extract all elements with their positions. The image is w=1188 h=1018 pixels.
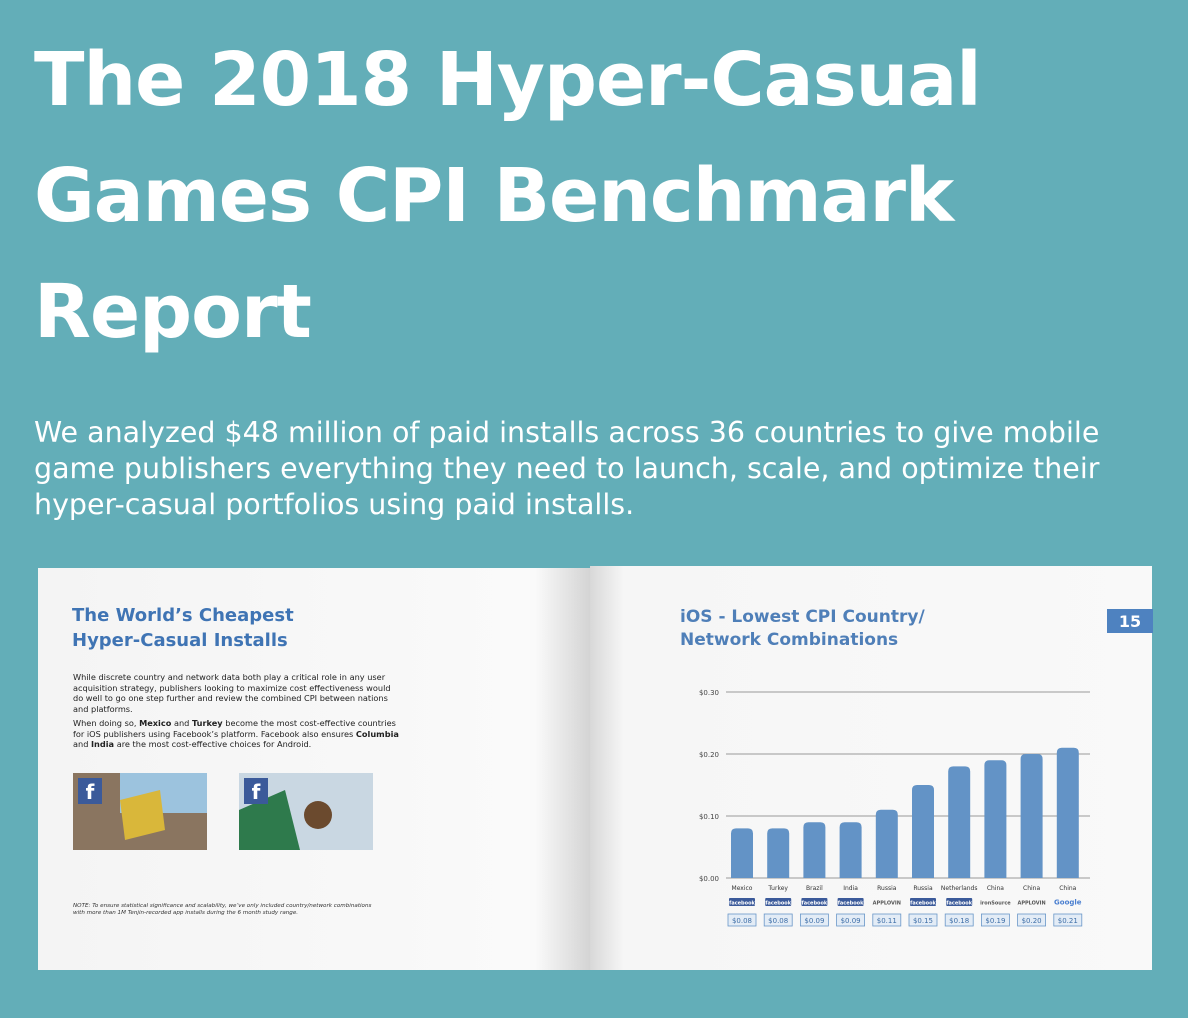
value-badge [836,913,865,927]
subtitle: We analyzed $48 million of paid installs… [34,416,1100,521]
value-label: $0.19 [985,917,1005,925]
bar [875,809,898,878]
paragraph: While discrete country and network data … [73,672,403,714]
y-tick-label: $0.20 [699,751,719,759]
left-title: The World’s Cheapest Hyper-Casual Instal… [72,605,294,651]
value-badge [1053,913,1083,927]
page-number: 15 [1119,612,1141,631]
network-label: facebook [910,901,936,907]
bar [1056,747,1079,878]
value-label: $0.11 [877,917,897,925]
network-label: facebook [729,901,755,907]
value-label: $0.08 [768,917,788,925]
network-label: facebook [946,901,972,907]
x-tick-label: Mexico [732,885,753,892]
text-run: become the most cost-effective countries… [73,718,396,739]
text-run: and [171,718,192,728]
fb-glyph: f [252,780,261,804]
chart-title: iOS - Lowest CPI Country/Network Combina… [680,607,925,650]
value-label: $0.08 [732,917,752,925]
text-run: When doing so, [73,718,140,728]
network-badge [946,898,973,906]
headline: The 2018 Hyper-Casual Games CPI Benchmar… [34,37,982,355]
bar [803,822,826,878]
text-run: Mexico [139,718,172,728]
bar [912,785,934,878]
bar [767,828,790,878]
text-run: are the most cost-effective choices for … [114,739,312,749]
left-page [38,568,590,970]
text-run: Columbia [355,728,399,739]
note: NOTE: To ensure statistical significance… [73,903,372,916]
value-label: $0.21 [1058,917,1078,925]
value-badge [908,913,938,927]
text-run: and [73,739,92,749]
x-tick-label: China [1023,885,1040,892]
paragraph: When doing so, Mexico and Turkey become … [73,718,403,750]
network-badge [765,898,792,906]
value-badge [800,913,829,927]
page-number-box [1107,609,1153,633]
value-badge [763,913,793,927]
network-badge [801,898,828,906]
value-label: $0.18 [949,917,969,925]
value-label: $0.09 [841,917,861,925]
network-badge [837,898,864,906]
y-tick-label: $0.00 [699,875,719,883]
fb-glyph: f [86,780,95,804]
network-badge [729,898,755,906]
x-tick-label: India [843,885,858,892]
x-tick-label: Netherlands [941,885,978,892]
network-label: Google [1054,899,1082,907]
x-tick-label: Brazil [806,885,823,892]
bar [839,822,862,878]
value-badge [981,913,1010,927]
x-tick-label: Russia [877,885,897,892]
network-label: facebook [765,901,791,907]
network-label: facebook [802,901,828,907]
y-tick-label: $0.10 [699,813,719,821]
network-label: APPLOVIN [873,901,901,907]
x-tick-label: China [987,885,1004,892]
flag [239,790,300,850]
network-badge [910,898,936,906]
bar [731,828,753,878]
value-badge [872,913,902,927]
bar [948,766,971,878]
x-tick-label: Russia [913,885,933,892]
network-label: APPLOVIN [1017,901,1045,907]
emblem [304,801,332,829]
y-tick-label: $0.30 [699,689,719,697]
bar [1020,754,1043,878]
value-label: $0.20 [1022,917,1042,925]
value-label: $0.15 [913,917,933,925]
network-label: facebook [838,901,864,907]
text-run: While discrete country and network data … [73,672,391,714]
flag [120,790,165,840]
text-run: Turkey [191,718,223,728]
text-run: India [91,739,115,749]
x-tick-label: Turkey [767,885,788,892]
value-badge [1017,913,1046,927]
value-label: $0.09 [804,917,824,925]
fb-icon [78,778,102,804]
fb-icon [244,778,268,804]
value-badge [944,913,974,927]
value-badge [727,913,757,927]
network-label: ironSource [980,901,1011,907]
x-tick-label: China [1059,885,1076,892]
bar [984,760,1007,878]
